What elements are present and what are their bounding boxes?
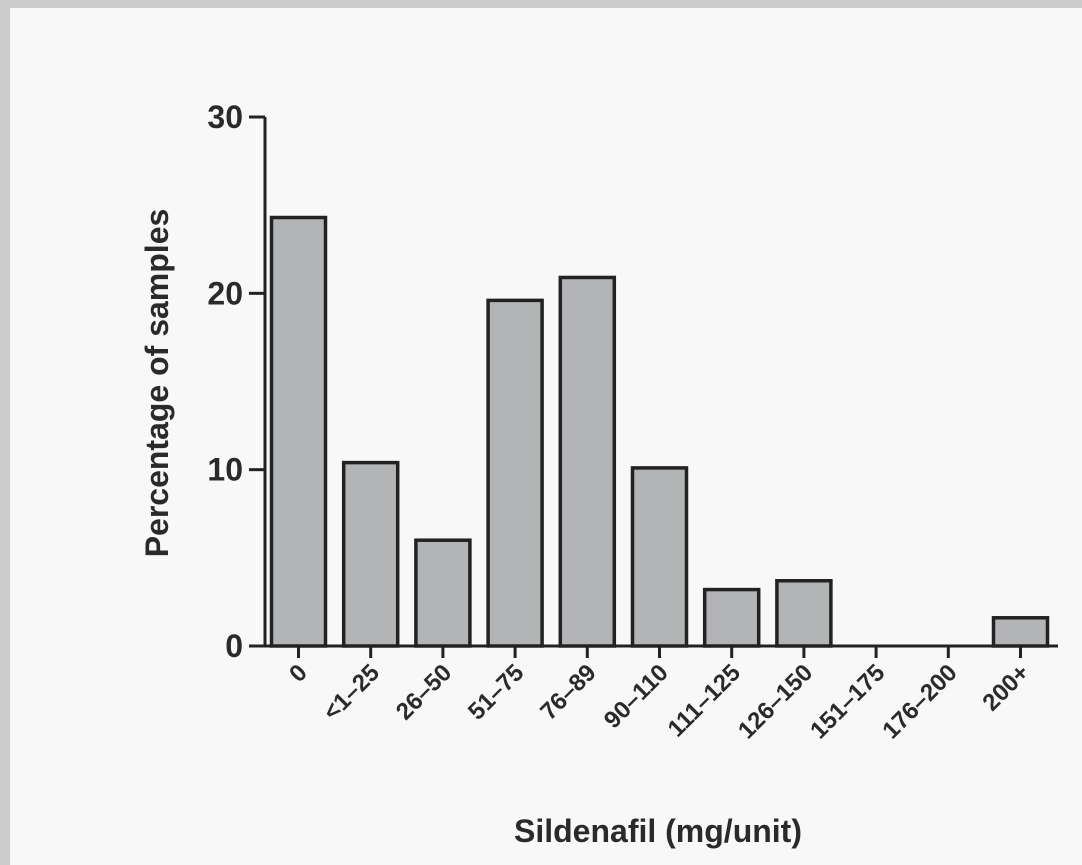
chart-frame bbox=[10, 8, 1082, 865]
bar bbox=[702, 587, 761, 648]
y-tick-label: 20 bbox=[207, 275, 243, 311]
bar bbox=[414, 538, 472, 648]
bar bbox=[630, 466, 689, 648]
x-tick-label: 176–200 bbox=[877, 659, 962, 744]
x-tick-label: 111–125 bbox=[663, 659, 746, 742]
bar bbox=[991, 616, 1050, 648]
x-tick-label: <1–25 bbox=[318, 659, 385, 726]
x-tick-label: 76–89 bbox=[535, 659, 601, 725]
x-tick-label: 126–150 bbox=[733, 659, 818, 744]
y-tick-label: 10 bbox=[207, 452, 243, 488]
x-tick-label: 200+ bbox=[977, 659, 1034, 716]
bar bbox=[775, 579, 833, 648]
x-tick-label: 0 bbox=[284, 659, 313, 688]
x-tick-label: 151–175 bbox=[805, 659, 890, 744]
y-tick-label: 0 bbox=[225, 628, 243, 664]
y-axis-title: Percentage of samples bbox=[139, 209, 175, 558]
bar bbox=[269, 215, 328, 648]
y-tick-label: 30 bbox=[207, 99, 243, 135]
bar bbox=[558, 275, 617, 648]
x-tick-label: 26–50 bbox=[391, 659, 457, 725]
bar bbox=[486, 298, 544, 648]
bar bbox=[341, 460, 400, 648]
x-ticks-group: 0 <1–25 26–50 51–75 76–8990–110111–125126–15… bbox=[284, 646, 1035, 744]
x-tick-label: 51–75 bbox=[463, 659, 529, 725]
x-axis-title: Sildenafil (mg/unit) bbox=[514, 813, 802, 849]
bars-group bbox=[269, 215, 1050, 648]
y-ticks-group: 0 10 20 30 bbox=[207, 99, 265, 664]
